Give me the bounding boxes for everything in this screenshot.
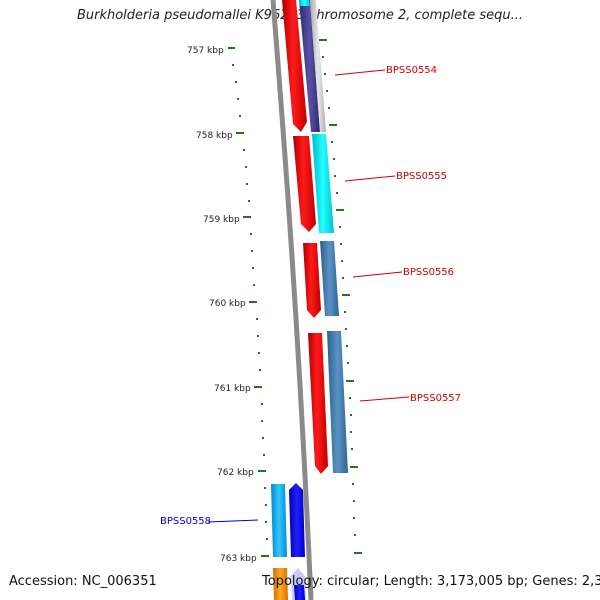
cds-block-navy[interactable] bbox=[299, 0, 320, 132]
leader-line-bpss0557 bbox=[359, 396, 410, 402]
feature-group-bpss0556[interactable] bbox=[303, 241, 339, 318]
feature-group-bpss0558[interactable] bbox=[271, 483, 305, 557]
cds-block-steelblue[interactable] bbox=[327, 331, 348, 473]
cds-block-cyan[interactable] bbox=[299, 0, 310, 6]
gene-label-bpss0558[interactable]: BPSS0558 bbox=[160, 516, 211, 527]
cds-block-steelblue[interactable] bbox=[320, 241, 339, 316]
tick-label-760: 760 kbp bbox=[209, 299, 246, 309]
tick-label-762: 762 kbp bbox=[217, 468, 254, 478]
gene-label-bpss0557[interactable]: BPSS0557 bbox=[410, 393, 461, 404]
leader-line-bpss0555 bbox=[344, 175, 396, 182]
right-tick-marks bbox=[319, 39, 362, 554]
gene-arrow-red[interactable] bbox=[282, 0, 307, 132]
accession-text: Accession: NC_006351 bbox=[9, 574, 157, 589]
cds-block-lightblue[interactable] bbox=[271, 484, 287, 557]
cds-block-orange[interactable] bbox=[273, 568, 288, 600]
tick-label-757: 757 kbp bbox=[187, 46, 224, 56]
gene-arrow-red[interactable] bbox=[293, 136, 316, 232]
gene-arrow-blue[interactable] bbox=[289, 483, 305, 557]
tick-label-759: 759 kbp bbox=[203, 215, 240, 225]
gene-arrow-red[interactable] bbox=[303, 243, 321, 318]
leader-line-bpss0558 bbox=[207, 519, 259, 523]
gene-label-bpss0556[interactable]: BPSS0556 bbox=[403, 267, 454, 278]
tick-label-758: 758 kbp bbox=[196, 131, 233, 141]
tick-label-761: 761 kbp bbox=[214, 384, 251, 394]
gene-label-bpss0554[interactable]: BPSS0554 bbox=[386, 65, 437, 76]
chromosome-backbone bbox=[270, 0, 314, 600]
tick-label-763: 763 kbp bbox=[220, 554, 257, 564]
left-tick-marks bbox=[228, 47, 269, 557]
feature-group-bpss0555[interactable] bbox=[293, 134, 334, 233]
gene-label-bpss0555[interactable]: BPSS0555 bbox=[396, 171, 447, 182]
cds-block-cyan[interactable] bbox=[312, 134, 334, 233]
cds-block-blue[interactable] bbox=[294, 585, 305, 600]
feature-group-bpss0557[interactable] bbox=[308, 331, 348, 474]
cds-block-grey[interactable] bbox=[310, 0, 326, 132]
leader-line-bpss0554 bbox=[334, 69, 386, 76]
feature-group-bpss0554[interactable] bbox=[282, 0, 326, 132]
gene-arrow-red[interactable] bbox=[308, 333, 328, 474]
feature-group-next[interactable] bbox=[273, 568, 306, 600]
map-title: Burkholderia pseudomallei K96243 chromos… bbox=[76, 8, 524, 23]
leader-line-bpss0556 bbox=[352, 271, 403, 278]
topology-text: Topology: circular; Length: 3,173,005 bp… bbox=[262, 574, 600, 589]
